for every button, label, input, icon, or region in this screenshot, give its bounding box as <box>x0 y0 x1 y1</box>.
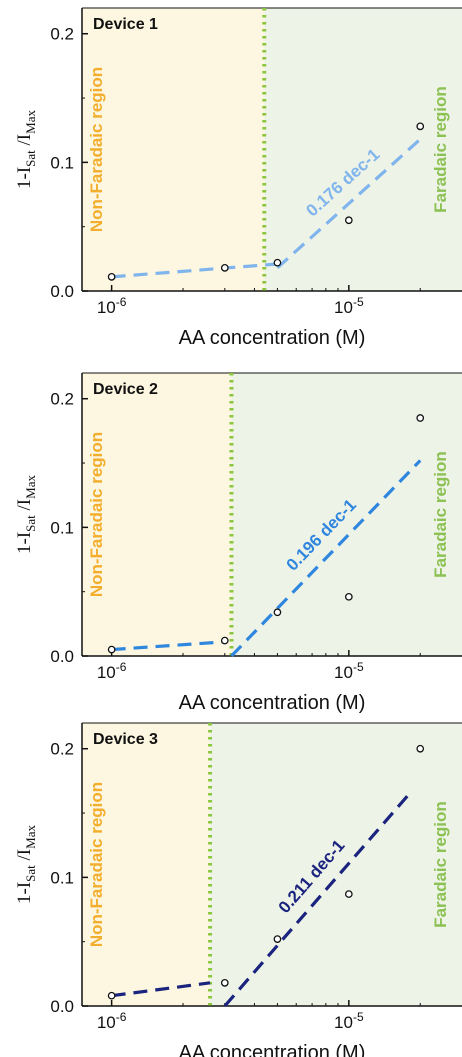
y-axis-title: 1-ISat /IMax <box>14 825 38 904</box>
y-tick-label: 0.0 <box>50 647 74 666</box>
x-axis-title: AA concentration (M) <box>179 1042 366 1057</box>
y-tick-label: 0.2 <box>50 740 74 759</box>
non-faradaic-region-label: Non-Faradaic region <box>87 67 106 232</box>
y-tick-label: 0.2 <box>50 25 74 44</box>
data-point <box>107 272 116 281</box>
data-point <box>273 258 282 267</box>
non-faradaic-region-fill <box>82 8 265 291</box>
device-title: Device 1 <box>93 16 158 33</box>
x-axis-title: AA concentration (M) <box>179 692 366 714</box>
y-axis-title: 1-ISat /IMax <box>14 110 38 189</box>
fit-line-segment <box>111 262 278 279</box>
fit-line-segment <box>230 459 422 658</box>
data-point <box>220 636 229 645</box>
fit-line-segment <box>111 981 211 998</box>
y-tick-label: 0.1 <box>50 153 74 172</box>
data-point <box>273 935 282 943</box>
data-point <box>220 978 229 987</box>
x-tick-label: 10-5 <box>334 660 364 682</box>
fit-line-segment <box>223 792 411 1008</box>
y-axis-title: 1-ISat /IMax <box>14 475 38 554</box>
faradaic-region-fill <box>210 723 462 1006</box>
x-axis-title: AA concentration (M) <box>179 327 366 349</box>
data-point <box>344 216 353 225</box>
data-point <box>107 991 116 1000</box>
y-tick-label: 0.1 <box>50 518 74 537</box>
faradaic-region-label: Faradaic region <box>431 86 450 213</box>
non-faradaic-region-fill <box>82 723 211 1006</box>
data-point <box>416 122 425 131</box>
faradaic-region-label: Faradaic region <box>431 801 450 928</box>
x-tick-label: 10-6 <box>97 660 127 682</box>
faradaic-region-fill <box>264 8 462 291</box>
non-faradaic-region-fill <box>82 373 232 656</box>
non-faradaic-region-label: Non-Faradaic region <box>87 432 106 597</box>
x-tick-label: 10-5 <box>334 1010 364 1032</box>
y-tick-label: 0.1 <box>50 868 74 887</box>
fit-line-segment <box>276 138 422 270</box>
x-tick-label: 10-5 <box>334 295 364 317</box>
y-tick-label: 0.0 <box>50 997 74 1016</box>
data-point <box>344 592 353 601</box>
device-title: Device 2 <box>93 381 158 398</box>
x-tick-label: 10-6 <box>97 1010 127 1032</box>
data-point <box>273 608 282 617</box>
y-tick-label: 0.0 <box>50 282 74 301</box>
data-point <box>344 890 353 898</box>
device-title: Device 3 <box>93 731 158 748</box>
fit-line-segment <box>111 640 225 652</box>
faradaic-region-fill <box>231 373 462 656</box>
data-point <box>416 414 425 422</box>
faradaic-region-label: Faradaic region <box>431 451 450 578</box>
data-point <box>416 744 425 753</box>
chart-panel-1: 0.0 0.1 0.2 10-6 10-5 AA concentration (M) 1-I… <box>14 7 462 349</box>
data-point <box>220 263 229 272</box>
non-faradaic-region-label: Non-Faradaic region <box>87 782 106 947</box>
x-tick-label: 10-6 <box>97 295 127 317</box>
chart-panel-2: 0.0 0.1 0.2 10-6 10-5 AA concentration (M) 1-I… <box>14 372 462 714</box>
chart-panel-3: 0.0 0.1 0.2 10-6 10-5 AA concentration (M) 1-I… <box>14 722 462 1057</box>
data-point <box>107 645 116 654</box>
y-tick-label: 0.2 <box>50 390 74 409</box>
